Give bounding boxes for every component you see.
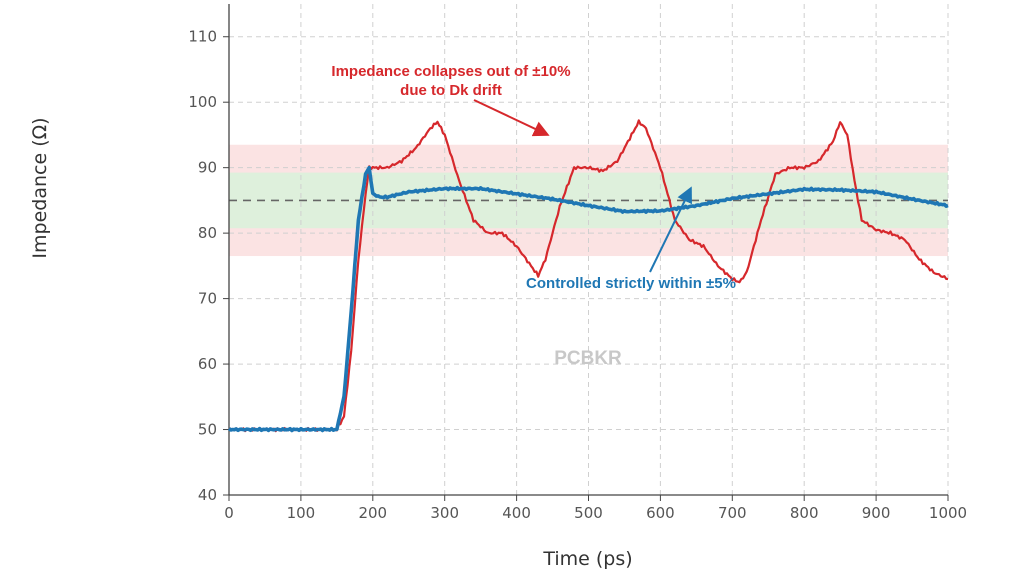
x-tick-label-1000: 1000 bbox=[929, 504, 967, 522]
x-tick-label-600: 600 bbox=[646, 504, 675, 522]
x-tick-label-700: 700 bbox=[718, 504, 747, 522]
x-tick-label-0: 0 bbox=[224, 504, 234, 522]
series-line-0 bbox=[228, 119, 949, 433]
x-tick-label-500: 500 bbox=[574, 504, 603, 522]
series-layer bbox=[227, 119, 949, 433]
x-axis-title: Time (ps) bbox=[542, 548, 632, 570]
y-axis-title: Impedance (Ω) bbox=[29, 117, 51, 258]
watermark: PCBKR bbox=[554, 348, 622, 369]
y-tick-label-80: 80 bbox=[198, 224, 217, 242]
tolerance-bands bbox=[229, 144, 948, 257]
annotation-red-line2: due to Dk drift bbox=[400, 82, 502, 99]
annotation-blue-arrow bbox=[649, 186, 692, 273]
annotation-red-line1: Impedance collapses out of ±10% bbox=[331, 63, 570, 80]
y-tick-label-100: 100 bbox=[188, 93, 217, 111]
x-tick-label-900: 900 bbox=[862, 504, 891, 522]
annotation-blue: Controlled strictly within ±5% bbox=[526, 275, 736, 292]
x-tick-label-100: 100 bbox=[287, 504, 316, 522]
annotation-red-arrow bbox=[473, 99, 550, 137]
x-tick-label-800: 800 bbox=[790, 504, 819, 522]
x-tick-label-400: 400 bbox=[502, 504, 531, 522]
series-line-1 bbox=[227, 165, 949, 433]
tick-labels: 40 50 60 70 80 90 100 110 0 100 200 300 400 500 600 700… bbox=[188, 28, 967, 522]
y-tick-label-110: 110 bbox=[188, 28, 217, 46]
x-tick-label-300: 300 bbox=[430, 504, 459, 522]
annotation-arrows bbox=[473, 99, 692, 273]
tolerance-band-1 bbox=[229, 172, 948, 229]
y-tick-label-70: 70 bbox=[198, 290, 217, 308]
x-tick-label-200: 200 bbox=[358, 504, 387, 522]
y-tick-label-40: 40 bbox=[198, 486, 217, 504]
y-tick-label-60: 60 bbox=[198, 355, 217, 373]
y-tick-label-50: 50 bbox=[198, 421, 217, 439]
y-tick-label-90: 90 bbox=[198, 159, 217, 177]
